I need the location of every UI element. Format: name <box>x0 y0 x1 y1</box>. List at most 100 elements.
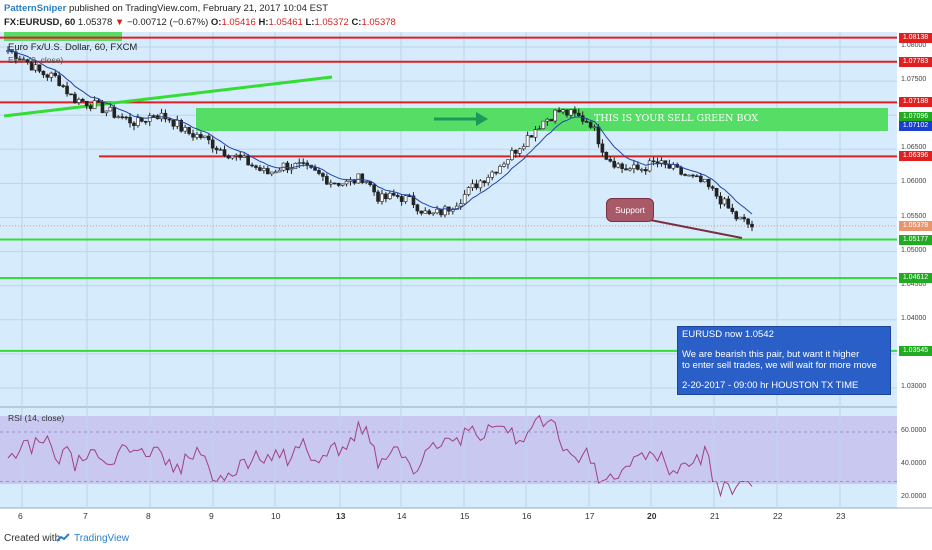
candle-body <box>356 173 361 184</box>
candle-body <box>439 208 443 216</box>
info-line-2: We are bearish this pair, but want it hi… <box>682 348 860 360</box>
candle-body <box>116 116 121 119</box>
candle-body <box>140 117 144 122</box>
candle-body <box>478 180 483 189</box>
candle-body <box>147 115 152 122</box>
candle-body <box>435 208 439 214</box>
candle-body <box>403 195 408 202</box>
candle-body <box>494 171 498 174</box>
right-arrow-icon <box>476 112 488 126</box>
author-link[interactable]: PatternSniper <box>4 3 67 14</box>
price-tag: 1.04612 <box>899 273 932 284</box>
time-tick-label: 23 <box>836 511 846 521</box>
candle-body <box>742 216 746 220</box>
candle-body <box>183 127 187 132</box>
candle-body <box>616 163 620 168</box>
candle-body <box>549 118 554 122</box>
candle-body <box>576 112 581 116</box>
candle-body <box>399 196 404 202</box>
time-tick-label: 7 <box>83 511 88 521</box>
candle-body <box>537 128 542 131</box>
candle-body <box>325 176 329 185</box>
candle-body <box>521 146 526 150</box>
candle-body <box>277 169 282 173</box>
candle-body <box>242 155 246 158</box>
price-tick-label: 1.05000 <box>901 246 927 254</box>
time-tick-label: 15 <box>460 511 470 521</box>
candle-body <box>596 126 601 145</box>
candle-body <box>163 112 168 120</box>
candle-body <box>179 120 184 132</box>
candle-body <box>427 210 432 215</box>
candle-body <box>317 170 321 174</box>
sell-green-box[interactable] <box>196 108 888 131</box>
candle-body <box>667 164 672 169</box>
time-tick-label: 8 <box>146 511 151 521</box>
candle-body <box>411 195 416 206</box>
price-tag: 1.07188 <box>899 97 932 108</box>
candle-body <box>639 169 644 171</box>
candle-body <box>415 204 420 212</box>
published-text: published on TradingView.com, February 2… <box>68 3 329 14</box>
candle-body <box>466 187 471 195</box>
candle-body <box>750 223 754 228</box>
time-tick-label: 9 <box>209 511 214 521</box>
candle-body <box>510 150 514 160</box>
candle-body <box>250 164 254 167</box>
open-value: 1.05416 <box>221 17 256 28</box>
candle-body <box>254 165 258 168</box>
last-price: 1.05378 <box>77 17 113 28</box>
candle-body <box>553 109 557 122</box>
candle-body <box>77 99 81 103</box>
candle-body <box>175 120 180 127</box>
tradingview-link[interactable]: TradingView <box>74 533 130 544</box>
candle-body <box>632 164 636 169</box>
candle-body <box>246 155 250 166</box>
price-tick-label: 1.04000 <box>901 314 927 322</box>
candle-body <box>699 175 703 183</box>
candle-body <box>273 171 278 174</box>
candle-body <box>470 183 475 188</box>
candle-body <box>458 203 463 207</box>
chart-title: Euro Fx/U.S. Dollar, 60, FXCM <box>8 42 138 53</box>
candle-body <box>482 180 487 184</box>
rsi-tick-label: 40.0000 <box>901 460 927 467</box>
candle-body <box>112 106 117 118</box>
candle-body <box>395 195 400 197</box>
candle-body <box>608 159 613 162</box>
candle-body <box>332 182 337 185</box>
candle-body <box>143 121 148 123</box>
candle-body <box>301 162 306 164</box>
candle-body <box>502 163 506 167</box>
candle-body <box>573 109 577 114</box>
symbol-name: FX:EURUSD, 60 <box>4 17 76 28</box>
candle-body <box>234 154 239 157</box>
time-tick-label: 14 <box>397 511 407 521</box>
candle-body <box>49 72 54 78</box>
price-change: −0.00712 (−0.67%) <box>126 17 209 28</box>
candle-body <box>136 117 140 126</box>
publish-header: PatternSniper published on TradingView.c… <box>0 0 932 30</box>
candle-body <box>41 70 46 76</box>
candle-body <box>372 184 376 193</box>
candle-body <box>33 64 38 71</box>
candle-body <box>391 192 396 196</box>
info-box[interactable]: EURUSD now 1.0542 We are bearish this pa… <box>677 326 891 395</box>
rsi-line <box>7 414 753 498</box>
candle-body <box>423 210 428 214</box>
candle-body <box>533 129 538 138</box>
candle-body <box>37 64 42 72</box>
candle-body <box>600 143 605 153</box>
candle-body <box>525 135 530 147</box>
candle-body <box>206 135 211 141</box>
candle-body <box>124 116 128 119</box>
price-tag: 1.07783 <box>899 56 932 67</box>
candle-body <box>226 155 231 159</box>
support-callout[interactable]: Support <box>606 198 654 222</box>
low-label: L: <box>305 17 315 28</box>
candle-body <box>624 168 628 171</box>
candle-body <box>663 160 668 165</box>
trendline[interactable] <box>3 75 333 118</box>
candle-body <box>313 167 317 171</box>
